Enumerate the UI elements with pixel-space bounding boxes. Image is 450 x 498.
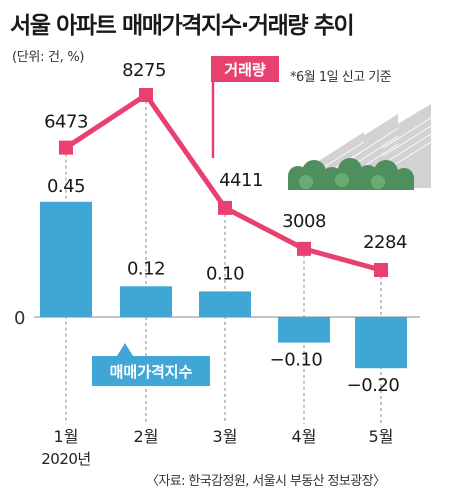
legend-price-index-pointer (117, 343, 133, 356)
line-point-volume (139, 88, 153, 102)
line-value-label: 2284 (363, 232, 407, 253)
line-value-label: 6473 (44, 112, 88, 133)
bar-price-index (355, 317, 407, 369)
bar-value-label: −0.10 (270, 350, 323, 371)
x-tick-label: 4월 (292, 427, 317, 446)
bar-price-index (278, 317, 330, 343)
axis-zero-label: 0 (14, 308, 25, 329)
line-point-volume (218, 200, 232, 215)
bar-value-label: −0.20 (347, 375, 400, 396)
x-tick-label: 5월 (369, 427, 394, 446)
legend-volume-box (211, 56, 279, 82)
x-tick-label: 2월 (134, 427, 159, 446)
bar-value-label: 0.10 (206, 263, 244, 284)
x-tick-label: 3월 (213, 427, 238, 446)
chart-title: 서울 아파트 매매가격지수·거래량 추이 (10, 13, 355, 39)
footnote: *6월 1일 신고 기준 (290, 70, 392, 85)
legend-volume-label: 거래량 (224, 61, 266, 79)
unit-label: (단위: 건, %) (12, 50, 85, 65)
bar-price-index (40, 201, 92, 317)
line-point-volume (374, 263, 388, 277)
bar-price-index (199, 291, 251, 317)
line-value-label: 8275 (122, 60, 166, 81)
apartment-building-illustration (288, 104, 432, 190)
legend-price-index-label: 매매가격지수 (110, 363, 193, 381)
x-year-label: 2020년 (41, 450, 90, 468)
bar-value-label: 0.45 (47, 176, 85, 197)
line-point-volume (59, 140, 73, 155)
bar-value-label: 0.12 (127, 258, 165, 279)
bar-price-index (120, 286, 172, 317)
legend-price-index-box (92, 356, 210, 386)
x-tick-label: 1월 (54, 427, 79, 446)
source-note: 〈자료: 한국감정원, 서울시 부동산 정보광장〉 (146, 474, 386, 489)
line-point-volume (297, 241, 311, 256)
line-value-label: 4411 (219, 170, 263, 191)
line-value-label: 3008 (282, 211, 326, 232)
